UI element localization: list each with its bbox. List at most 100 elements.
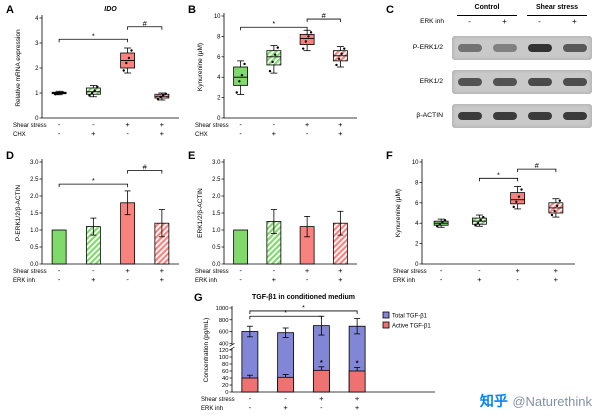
- svg-text:-: -: [126, 129, 129, 138]
- svg-text:1.5: 1.5: [212, 211, 221, 217]
- svg-text:*: *: [320, 360, 323, 367]
- svg-text:3.0: 3.0: [30, 160, 39, 166]
- panel-a: A 0 1 2 3 4 IDO Relative mRNA expression Shear …: [4, 2, 184, 144]
- svg-text:10: 10: [412, 160, 419, 166]
- svg-text:8: 8: [415, 180, 419, 186]
- svg-text:ERK inh: ERK inh: [13, 278, 35, 284]
- panel-b-chart: 0 2 4 6 8 10 Kynurenine (μM) Shear stress - - + + CH…: [194, 2, 362, 144]
- blot-band: [562, 44, 587, 52]
- svg-text:60: 60: [222, 369, 228, 375]
- svg-text:+: +: [160, 129, 165, 138]
- panel-a-letter: A: [6, 4, 14, 16]
- svg-text:-: -: [249, 403, 252, 412]
- svg-text:+: +: [319, 394, 324, 403]
- svg-text:+: +: [160, 120, 165, 129]
- blot-group-label: Shear stress: [535, 4, 579, 11]
- svg-text:+: +: [355, 403, 360, 412]
- svg-text:-: -: [306, 275, 309, 284]
- svg-text:-: -: [58, 266, 61, 275]
- svg-text:+: +: [477, 275, 482, 284]
- chart-a-svg: 0 1 2 3 4 IDO Relative mRNA expression Shear st…: [13, 6, 179, 138]
- svg-text:ERK inh: ERK inh: [195, 278, 217, 284]
- svg-text:2: 2: [35, 66, 39, 72]
- blot-inh-sign: +: [502, 17, 507, 26]
- svg-text:+: +: [125, 266, 130, 275]
- svg-text:-: -: [284, 394, 287, 403]
- svg-text:Shear stress: Shear stress: [195, 269, 229, 275]
- svg-text:*: *: [284, 308, 287, 317]
- panel-f-letter: F: [386, 150, 393, 162]
- svg-text:-: -: [440, 266, 443, 275]
- panel-e-chart: 0.0 0.5 1.0 1.5 2.0 2.5 3.0 ERK1/2/β-ACTIN Shear…: [194, 148, 362, 290]
- chart-e-svg: 0.0 0.5 1.0 1.5 2.0 2.5 3.0 ERK1/2/β-ACTIN Shear…: [195, 159, 357, 284]
- svg-text:+: +: [515, 266, 520, 275]
- panel-g-chart: 0 20 40 60 80 100 120 400 600 800 1000 TGF-β1 in co…: [200, 290, 440, 418]
- svg-text:-: -: [92, 266, 95, 275]
- svg-text:#: #: [143, 163, 148, 172]
- blot-row-label: ERK1/2: [419, 78, 443, 85]
- svg-text:1.0: 1.0: [212, 228, 221, 234]
- svg-text:+: +: [338, 129, 343, 138]
- svg-text:1000: 1000: [216, 306, 229, 312]
- svg-text:-: -: [306, 129, 309, 138]
- svg-text:Shear stress: Shear stress: [13, 123, 47, 129]
- panel-f: F 0 2 4 6 8 10 Kynurenine (μM) Shear stress - - + +…: [384, 148, 580, 290]
- svg-text:-: -: [273, 120, 276, 129]
- panel-c-blot: Control Shear stress ERK inh - + - + P-ERK1/2 ER…: [392, 2, 596, 144]
- blot-band: [457, 78, 482, 86]
- blot-band: [562, 78, 587, 86]
- svg-text:20: 20: [222, 383, 228, 389]
- svg-text:Kynurenine (μM): Kynurenine (μM): [197, 43, 204, 91]
- svg-text:2.0: 2.0: [212, 194, 221, 200]
- svg-text:-: -: [516, 275, 519, 284]
- svg-text:+: +: [338, 266, 343, 275]
- svg-text:*: *: [272, 19, 275, 28]
- svg-text:0: 0: [35, 116, 39, 122]
- svg-text:4: 4: [35, 16, 39, 22]
- svg-text:100: 100: [219, 355, 229, 361]
- svg-text:P-ERK1/2/β-ACTIN: P-ERK1/2/β-ACTIN: [15, 185, 22, 241]
- svg-text:ERK1/2/β-ACTIN: ERK1/2/β-ACTIN: [197, 188, 204, 238]
- svg-text:0: 0: [217, 116, 221, 122]
- svg-text:4: 4: [415, 221, 419, 227]
- svg-text:Active TGF-β1: Active TGF-β1: [392, 324, 431, 330]
- blot-inh-sign: -: [468, 17, 471, 26]
- panel-c-letter: C: [386, 4, 394, 16]
- svg-text:-: -: [58, 275, 61, 284]
- blot-band: [527, 44, 552, 52]
- svg-text:*: *: [302, 303, 305, 312]
- svg-text:Shear stress: Shear stress: [393, 269, 427, 275]
- svg-text:*: *: [356, 361, 359, 368]
- blot-band: [527, 112, 552, 120]
- svg-text:2.5: 2.5: [212, 177, 221, 183]
- svg-text:80: 80: [222, 362, 228, 368]
- blot-band: [492, 44, 517, 52]
- svg-text:Total TGF-β1: Total TGF-β1: [392, 314, 428, 320]
- svg-text:*: *: [92, 176, 95, 185]
- svg-text:800: 800: [219, 318, 229, 324]
- svg-text:4: 4: [217, 75, 221, 81]
- svg-text:40: 40: [222, 376, 228, 382]
- svg-text:2.0: 2.0: [30, 194, 39, 200]
- blot-band: [527, 78, 552, 86]
- panel-f-chart: 0 2 4 6 8 10 Kynurenine (μM) Shear stress - - + + ER…: [392, 148, 580, 290]
- svg-text:120: 120: [219, 348, 229, 354]
- svg-text:Concentration (pg/mL): Concentration (pg/mL): [203, 318, 210, 383]
- blot-inh-sign: +: [572, 17, 577, 26]
- svg-text:+: +: [91, 275, 96, 284]
- svg-text:*: *: [497, 170, 500, 179]
- svg-text:-: -: [239, 266, 242, 275]
- svg-text:CHX: CHX: [13, 132, 26, 138]
- svg-text:-: -: [239, 120, 242, 129]
- svg-text:+: +: [338, 120, 343, 129]
- panel-d: D 0.0 0.5 1.0 1.5 2.0 2.5 3.0 P-ERK1/2/β-ACTIN S…: [4, 148, 184, 290]
- svg-text:+: +: [125, 120, 130, 129]
- svg-text:-: -: [440, 275, 443, 284]
- svg-text:Shear stress: Shear stress: [195, 123, 229, 129]
- zhihu-logo: 知乎: [479, 393, 508, 409]
- svg-text:#: #: [143, 19, 148, 28]
- svg-text:3: 3: [35, 41, 39, 47]
- panel-e-letter: E: [188, 150, 196, 162]
- blot-inh-sign: -: [538, 17, 541, 26]
